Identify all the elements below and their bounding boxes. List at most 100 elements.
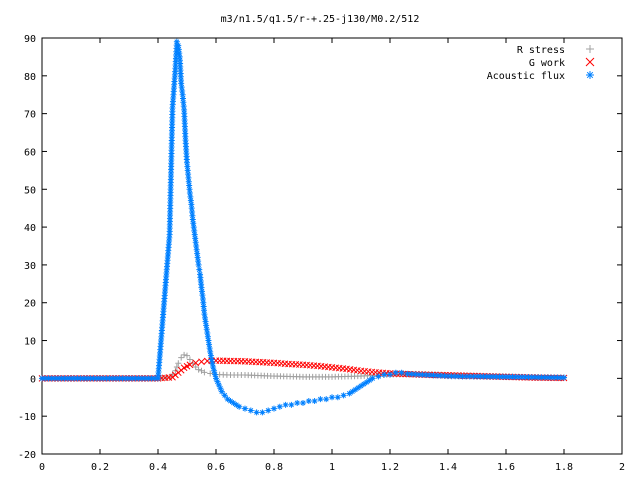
data-point (236, 403, 243, 410)
data-point (167, 208, 174, 215)
y-tick-label: -20 (18, 450, 36, 461)
data-point (203, 322, 210, 329)
data-point (195, 261, 202, 268)
data-point (247, 407, 254, 414)
data-point (381, 371, 388, 378)
data-point (190, 224, 197, 231)
data-point (375, 373, 382, 380)
data-point (201, 369, 208, 376)
data-point (178, 80, 185, 87)
data-point (201, 307, 208, 314)
data-point (162, 276, 169, 283)
data-point (398, 369, 405, 376)
data-point (181, 351, 188, 358)
data-point (340, 392, 347, 399)
data-point (470, 373, 477, 380)
data-point (323, 396, 330, 403)
data-point (209, 360, 216, 367)
data-point (198, 358, 205, 366)
data-point (183, 150, 190, 157)
x-tick-label: 1.6 (497, 462, 515, 473)
data-point (294, 399, 301, 406)
data-point (168, 156, 175, 163)
data-point (182, 127, 189, 134)
data-point (173, 45, 180, 52)
data-point (490, 373, 497, 380)
data-point (172, 367, 179, 374)
data-point (474, 373, 480, 380)
data-point (180, 103, 187, 110)
data-point (145, 375, 152, 382)
data-point (158, 337, 165, 344)
data-point (196, 266, 203, 273)
data-point (181, 120, 188, 127)
data-point (183, 146, 190, 153)
data-point (160, 301, 167, 308)
data-point (166, 218, 173, 225)
y-tick-label: 0 (30, 374, 36, 385)
x-tick-label: 0.8 (265, 462, 283, 473)
data-point (525, 374, 532, 381)
data-point (182, 130, 189, 137)
data-point (416, 371, 422, 378)
x-tick-label: 0 (39, 462, 45, 473)
data-point (164, 260, 171, 267)
data-point (177, 63, 184, 70)
data-point (452, 373, 459, 380)
data-point (466, 373, 473, 380)
data-point (113, 375, 120, 382)
data-point (176, 57, 183, 64)
data-point (166, 221, 173, 228)
data-point (192, 364, 199, 371)
data-point (170, 91, 177, 98)
data-point (164, 257, 171, 264)
data-point (168, 150, 175, 157)
data-point (169, 124, 176, 131)
data-point (445, 373, 451, 380)
data-point (561, 374, 567, 381)
data-point (179, 87, 186, 94)
chart-title: m3/n1.5/q1.5/r-+.25-j130/M0.2/512 (221, 14, 420, 25)
data-point (181, 110, 188, 117)
data-point (166, 225, 173, 232)
data-point (195, 366, 202, 373)
data-point (172, 61, 179, 68)
data-point (100, 375, 107, 382)
data-point (168, 166, 175, 173)
data-point (168, 137, 175, 144)
y-tick-label: 80 (24, 72, 36, 83)
data-point (167, 192, 174, 199)
data-point (182, 143, 189, 150)
data-point (329, 394, 335, 401)
legend-marker (586, 71, 594, 79)
data-point (437, 372, 444, 379)
data-point (360, 381, 367, 388)
data-point (169, 117, 176, 124)
data-point (172, 65, 179, 72)
data-point (156, 356, 163, 363)
data-point (155, 368, 162, 375)
data-point (192, 359, 200, 367)
data-point (181, 113, 188, 120)
data-point (201, 311, 208, 318)
data-point (71, 375, 78, 382)
legend-marker (585, 57, 595, 67)
data-point (162, 279, 169, 286)
data-point (515, 374, 522, 381)
data-point (77, 375, 84, 382)
data-point (167, 186, 174, 193)
data-point (218, 388, 225, 395)
data-point (160, 308, 167, 315)
data-point (151, 375, 158, 382)
data-point (184, 167, 191, 174)
data-point (195, 258, 202, 265)
data-point (155, 372, 162, 379)
data-point (430, 372, 437, 379)
data-point (161, 292, 168, 299)
data-point (538, 374, 545, 381)
data-point (448, 373, 455, 380)
data-point (169, 98, 176, 105)
data-point (586, 71, 594, 79)
data-point (161, 295, 168, 302)
data-point (190, 220, 197, 227)
